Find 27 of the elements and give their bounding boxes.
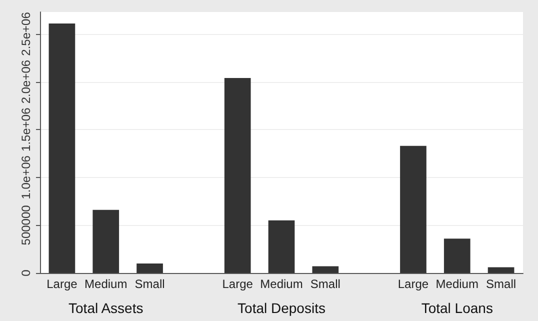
x-tick-label: Medium <box>84 277 128 291</box>
bar <box>136 263 163 273</box>
x-tick-label: Medium <box>260 277 303 291</box>
y-tick-label: 500000 <box>19 204 33 246</box>
x-tick-label: Small <box>310 277 340 291</box>
x-tick-label: Medium <box>436 277 478 291</box>
x-tick-label: Small <box>486 277 516 291</box>
x-tick-label: Small <box>134 277 165 291</box>
x-tick-label: Large <box>46 277 78 291</box>
text: Total Loans <box>421 300 493 316</box>
x-tick-label: Large <box>222 277 254 291</box>
y-tick-label: 2.0e+06 <box>19 60 33 104</box>
bar <box>312 266 339 273</box>
bar <box>268 220 295 273</box>
bar <box>400 146 426 273</box>
bar <box>48 23 76 273</box>
text: Total Assets <box>68 300 144 316</box>
bar <box>444 238 470 273</box>
x-tick-label: Large <box>398 277 429 291</box>
y-tick-label: 0 <box>19 269 33 276</box>
bar <box>488 267 514 273</box>
y-tick-label: 2.5e+06 <box>19 12 33 56</box>
y-tick-label: 1.0e+06 <box>19 155 33 200</box>
text: Total Deposits <box>238 300 326 316</box>
y-tick-label: 1.5e+06 <box>19 107 33 152</box>
bar <box>224 78 251 273</box>
bar <box>92 210 120 273</box>
